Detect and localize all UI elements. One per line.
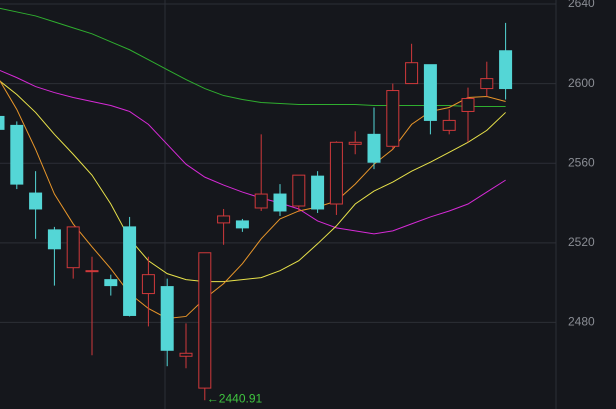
candle-body: [386, 90, 400, 147]
candle-body: [311, 175, 325, 210]
candle-body: [29, 192, 43, 210]
moving-average-line: [0, 7, 506, 107]
candle-body: [66, 226, 80, 269]
candle-body: [141, 274, 155, 295]
candle-body: [160, 286, 174, 351]
candle-body: [499, 50, 513, 90]
y-tick-label: 2600: [568, 76, 595, 90]
candle-body: [254, 193, 268, 209]
candle-body: [217, 215, 231, 224]
candle-body: [104, 279, 118, 287]
candle-body: [442, 119, 456, 131]
candle-body: [235, 220, 249, 229]
candle-body: [0, 115, 5, 130]
moving-average-line: [0, 69, 506, 235]
candle-body: [198, 252, 212, 389]
candle-body: [123, 226, 137, 316]
candle-body: [85, 270, 99, 273]
candle-body: [367, 133, 381, 163]
candle-body: [47, 229, 61, 250]
y-tick-label: 2520: [568, 235, 595, 249]
low-annotation: ←2440.91: [207, 391, 263, 405]
candle-body: [348, 141, 362, 145]
candle-body: [179, 352, 193, 357]
y-tick-label: 2560: [568, 155, 595, 169]
candle-body: [423, 64, 437, 121]
candle-body: [461, 98, 475, 112]
candle-body: [273, 193, 287, 212]
candle-body: [405, 62, 419, 85]
y-tick-label: 2640: [568, 0, 595, 10]
candle-body: [329, 141, 343, 205]
candle-body: [10, 124, 24, 185]
y-tick-label: 2480: [568, 315, 595, 329]
moving-average-line: [0, 80, 506, 319]
moving-average-line: [0, 80, 506, 283]
candle-body: [480, 78, 494, 90]
candle-body: [292, 174, 306, 207]
